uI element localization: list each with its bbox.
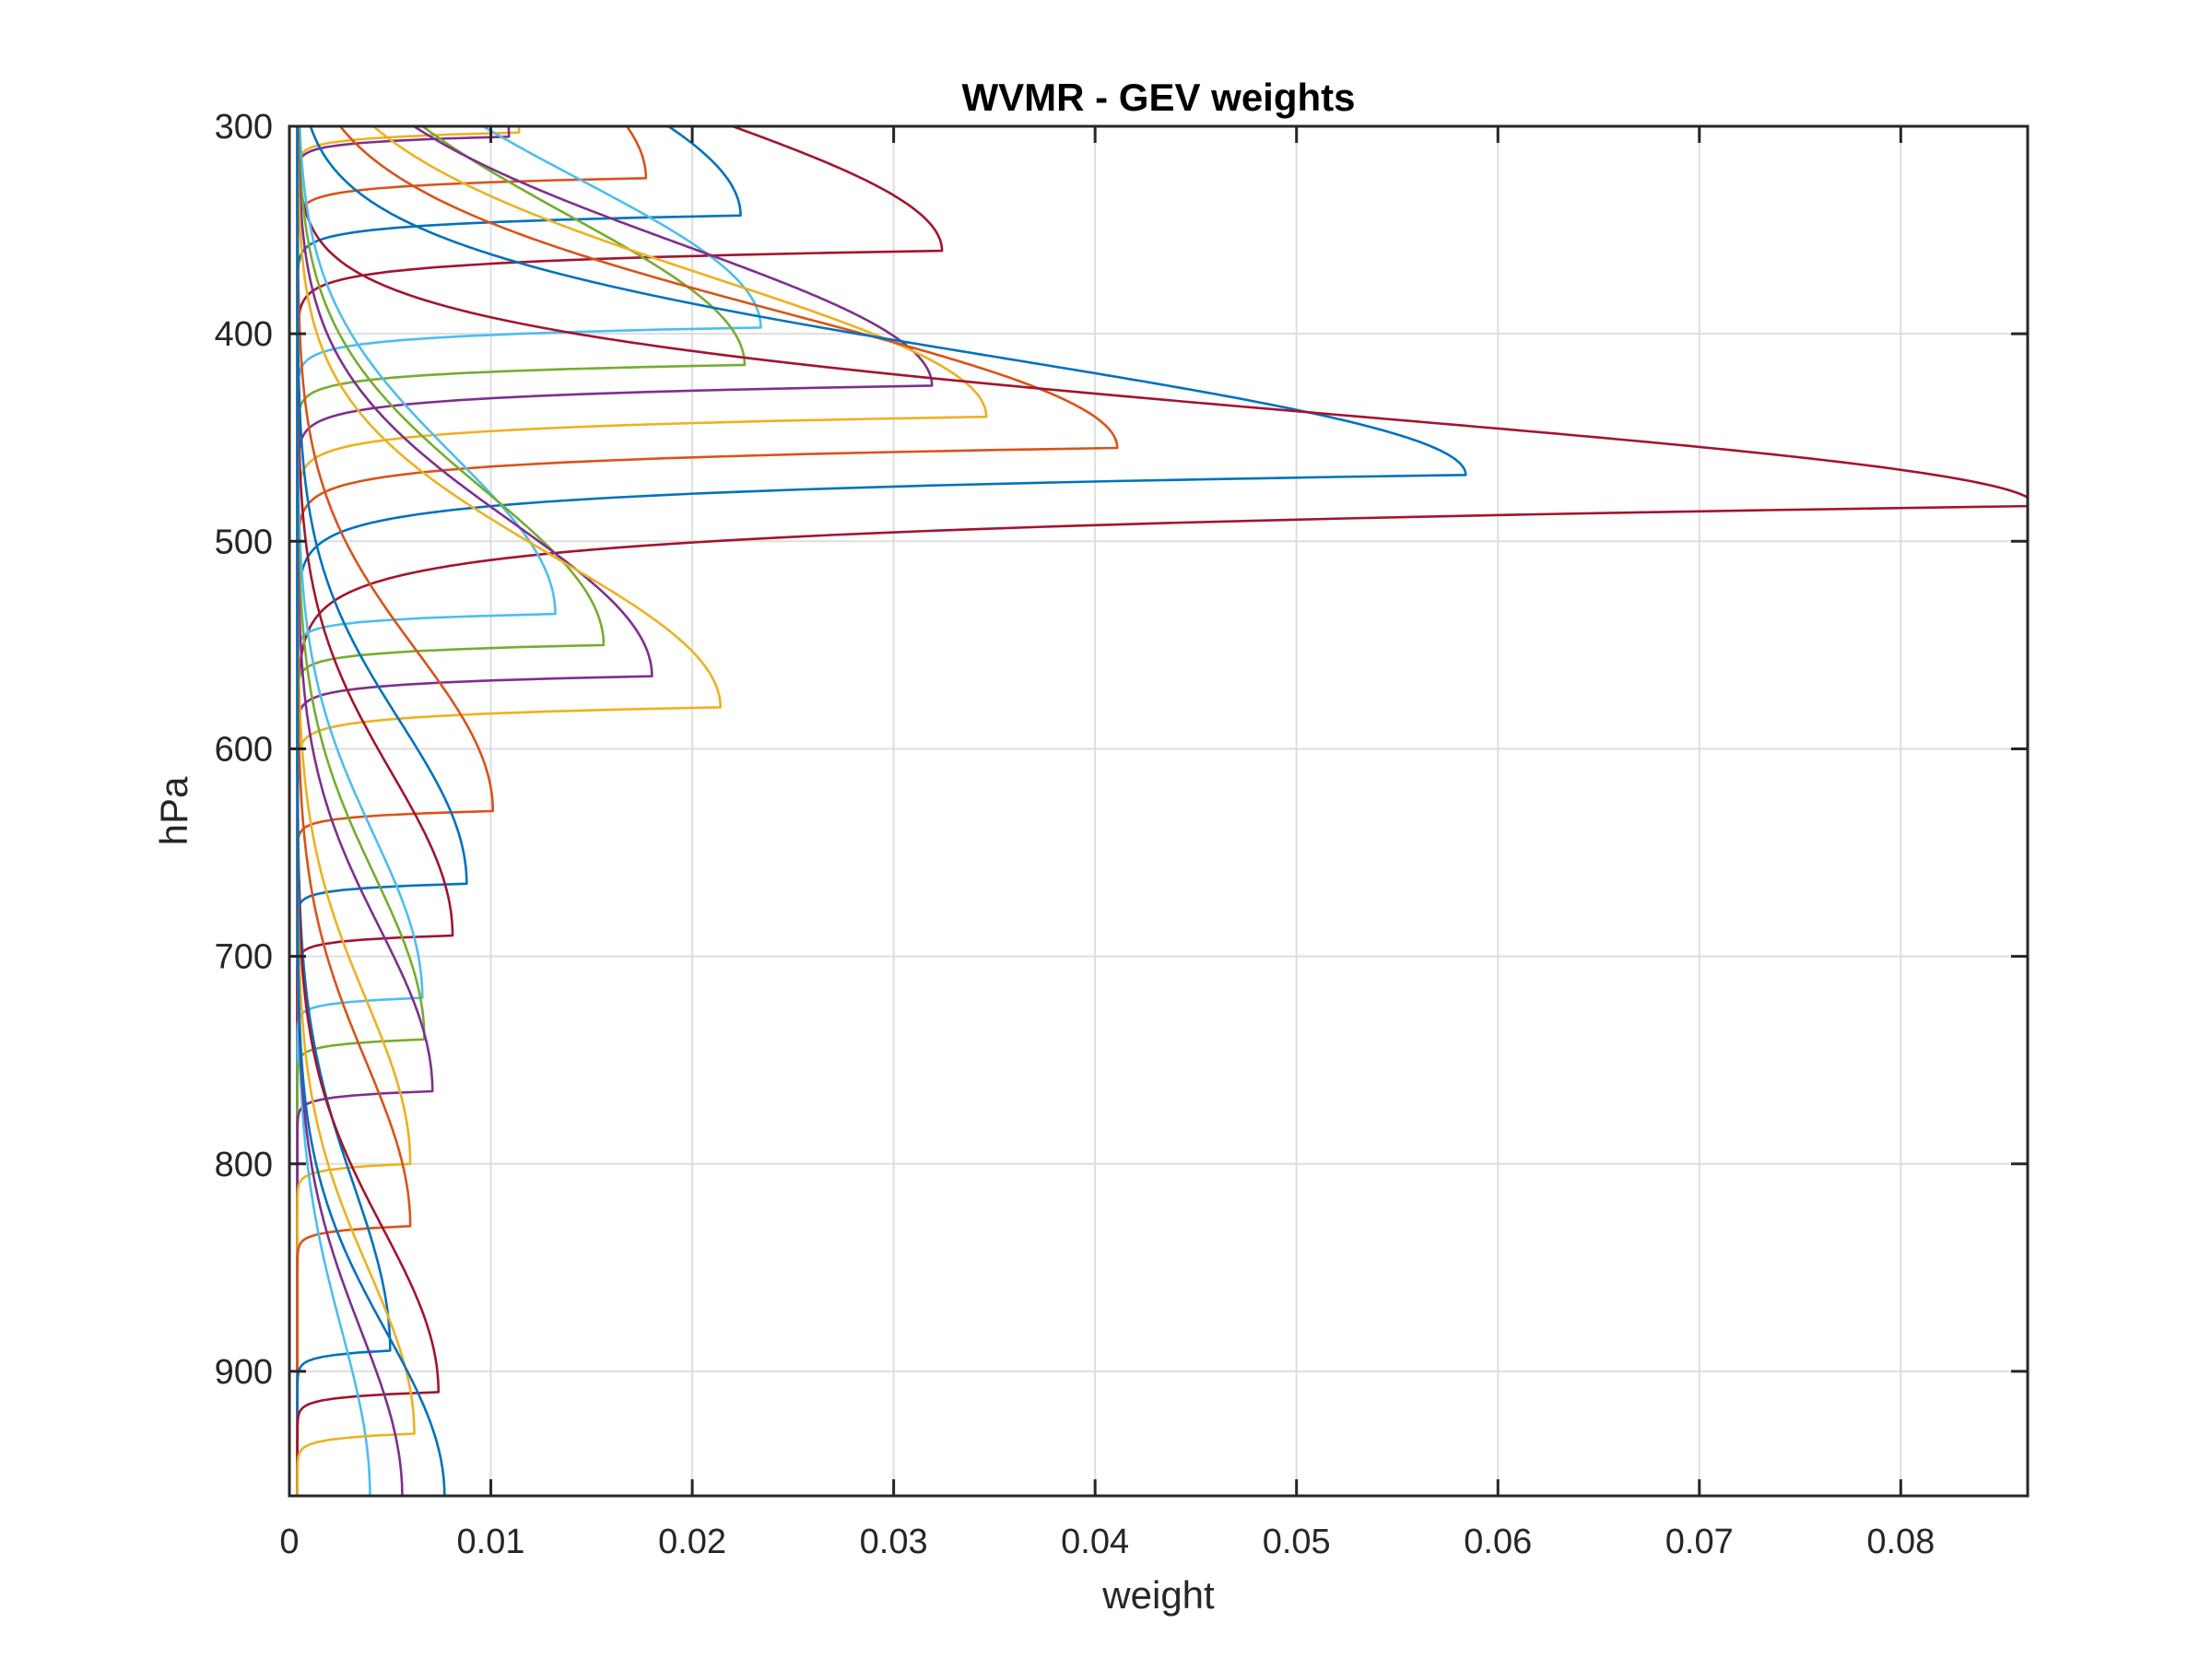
chart-title: WVMR - GEV weights <box>961 76 1355 119</box>
series-group <box>296 126 2028 1496</box>
x-tick-label: 0.07 <box>1665 1523 1734 1561</box>
x-tick-label: 0 <box>279 1523 299 1561</box>
x-tick-label: 0.08 <box>1866 1523 1935 1561</box>
series-line-30 <box>296 126 446 1496</box>
y-tick-label: 500 <box>215 523 273 561</box>
x-tick-label: 0.03 <box>860 1523 928 1561</box>
y-tick-label: 900 <box>215 1353 273 1392</box>
x-tick-labels: 0 0.01 0.02 0.03 0.04 0.05 0.06 0.07 0.08 <box>279 1523 1935 1561</box>
x-tick-label: 0.02 <box>658 1523 726 1561</box>
y-tick-label: 700 <box>215 938 273 977</box>
plot-area <box>289 126 2028 1496</box>
x-tick-label: 0.05 <box>1263 1523 1331 1561</box>
grid-lines <box>289 126 2028 1496</box>
y-tick-label: 800 <box>215 1146 273 1184</box>
y-tick-label: 400 <box>215 315 273 354</box>
y-tick-labels: 300 400 500 600 700 800 900 <box>215 108 273 1392</box>
x-tick-label: 0.04 <box>1061 1523 1129 1561</box>
tick-marks <box>288 124 2028 1496</box>
plot-frame <box>288 124 2030 1498</box>
x-axis-label: weight <box>1101 1573 1215 1617</box>
y-axis-label: hPa <box>152 776 195 845</box>
x-tick-label: 0.01 <box>457 1523 525 1561</box>
y-tick-label: 300 <box>215 108 273 147</box>
x-tick-label: 0.06 <box>1464 1523 1532 1561</box>
y-tick-label: 600 <box>215 730 273 769</box>
